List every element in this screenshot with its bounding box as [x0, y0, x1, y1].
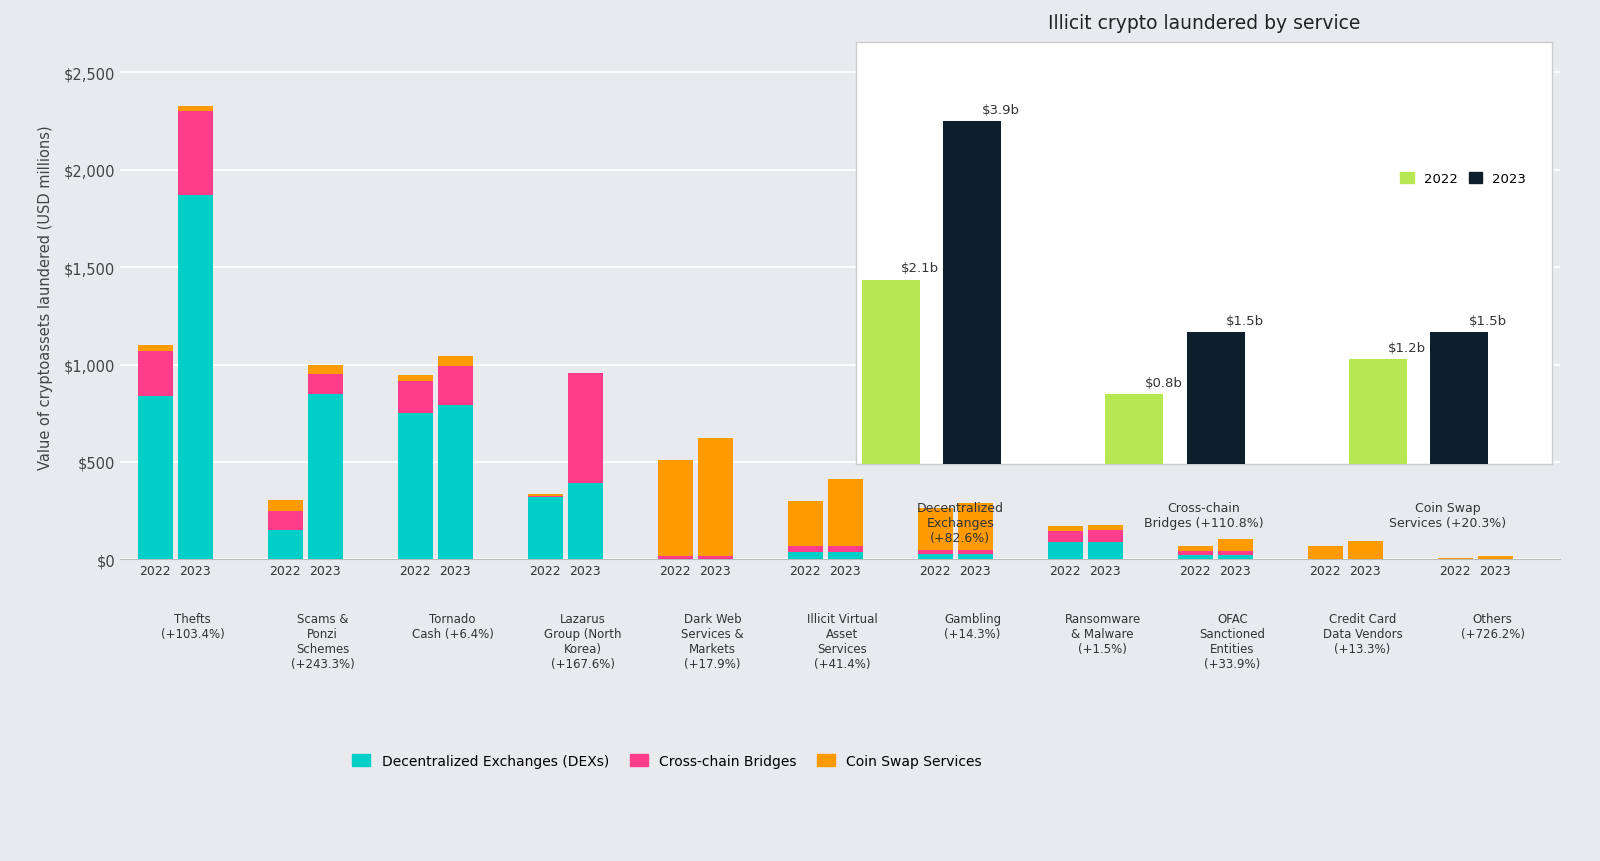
Bar	[658, 461, 693, 556]
Bar	[698, 556, 733, 560]
Bar	[1088, 542, 1123, 560]
Bar	[658, 556, 693, 560]
Text: Gambling
(+14.3%): Gambling (+14.3%)	[944, 612, 1002, 641]
Text: $2.1b: $2.1b	[901, 262, 939, 276]
Text: Illicit Virtual
Asset
Services
(+41.4%): Illicit Virtual Asset Services (+41.4%)	[806, 612, 878, 671]
Bar	[528, 494, 563, 497]
Bar	[917, 551, 952, 554]
Bar	[568, 484, 603, 560]
Text: $3.9b: $3.9b	[982, 104, 1021, 117]
Bar	[917, 508, 952, 551]
Bar	[862, 281, 920, 465]
Text: Cross-chain
Bridges (+110.8%): Cross-chain Bridges (+110.8%)	[1144, 502, 1264, 530]
Bar	[1430, 333, 1488, 465]
Bar	[138, 396, 173, 560]
Bar	[397, 381, 432, 414]
Bar	[178, 196, 213, 560]
Bar	[1218, 551, 1253, 555]
Bar	[1088, 530, 1123, 542]
Bar	[178, 112, 213, 196]
Legend: Decentralized Exchanges (DEXs), Cross-chain Bridges, Coin Swap Services: Decentralized Exchanges (DEXs), Cross-ch…	[347, 748, 987, 773]
Text: $1.5b: $1.5b	[1226, 315, 1264, 328]
Bar	[787, 552, 822, 560]
Bar	[1106, 394, 1163, 465]
Bar	[787, 502, 822, 547]
Bar	[1048, 542, 1083, 560]
Bar	[568, 374, 603, 484]
Text: Tornado
Cash (+6.4%): Tornado Cash (+6.4%)	[411, 612, 493, 641]
Bar	[957, 551, 992, 554]
Text: Coin Swap
Services (+20.3%): Coin Swap Services (+20.3%)	[1389, 502, 1506, 530]
Text: Scams &
Ponzi
Schemes
(+243.3%): Scams & Ponzi Schemes (+243.3%)	[291, 612, 354, 671]
Bar	[917, 554, 952, 560]
Bar	[827, 480, 862, 547]
Bar	[267, 530, 302, 560]
Y-axis label: Value of cryptoassets laundered (USD millions): Value of cryptoassets laundered (USD mil…	[37, 125, 53, 469]
Text: $0.8b: $0.8b	[1144, 376, 1182, 389]
Bar	[1307, 547, 1342, 559]
Bar	[397, 414, 432, 560]
Bar	[307, 365, 342, 375]
Text: Thefts
(+103.4%): Thefts (+103.4%)	[160, 612, 224, 641]
Text: Decentralized
Exchanges
(+82.6%): Decentralized Exchanges (+82.6%)	[917, 502, 1003, 545]
Bar	[1048, 527, 1083, 531]
Bar	[397, 375, 432, 381]
Bar	[1048, 531, 1083, 542]
Bar	[1218, 540, 1253, 551]
Bar	[528, 498, 563, 560]
Text: $1.2b: $1.2b	[1387, 341, 1426, 354]
Bar	[957, 554, 992, 560]
Bar	[827, 552, 862, 560]
Bar	[1178, 555, 1213, 560]
Bar	[698, 438, 733, 556]
Bar	[787, 547, 822, 552]
Bar	[138, 345, 173, 351]
Bar	[307, 375, 342, 394]
Bar	[307, 394, 342, 560]
Bar	[437, 406, 472, 560]
Bar	[1349, 360, 1406, 465]
Bar	[267, 511, 302, 530]
Text: OFAC
Sanctioned
Entities
(+33.9%): OFAC Sanctioned Entities (+33.9%)	[1200, 612, 1266, 671]
Bar	[942, 122, 1002, 465]
Bar	[1178, 551, 1213, 555]
Bar	[267, 500, 302, 511]
Text: Credit Card
Data Vendors
(+13.3%): Credit Card Data Vendors (+13.3%)	[1323, 612, 1402, 655]
Bar	[827, 547, 862, 552]
Bar	[1178, 547, 1213, 551]
Bar	[1347, 542, 1382, 559]
Bar	[957, 504, 992, 551]
Bar	[178, 107, 213, 112]
Text: Dark Web
Services &
Markets
(+17.9%): Dark Web Services & Markets (+17.9%)	[682, 612, 744, 671]
Bar	[1477, 556, 1512, 559]
Title: Illicit crypto laundered by service: Illicit crypto laundered by service	[1048, 14, 1360, 34]
Bar	[1218, 555, 1253, 560]
Text: Others
(+726.2%): Others (+726.2%)	[1461, 612, 1525, 641]
Legend: 2022, 2023: 2022, 2023	[1395, 168, 1531, 191]
Bar	[437, 367, 472, 406]
Bar	[1088, 525, 1123, 530]
Bar	[138, 351, 173, 396]
Bar	[528, 497, 563, 498]
Bar	[437, 356, 472, 367]
Text: $1.5b: $1.5b	[1469, 315, 1507, 328]
Bar	[1187, 333, 1245, 465]
Text: Ransomware
& Malware
(+1.5%): Ransomware & Malware (+1.5%)	[1064, 612, 1141, 655]
Text: Lazarus
Group (North
Korea)
(+167.6%): Lazarus Group (North Korea) (+167.6%)	[544, 612, 621, 671]
